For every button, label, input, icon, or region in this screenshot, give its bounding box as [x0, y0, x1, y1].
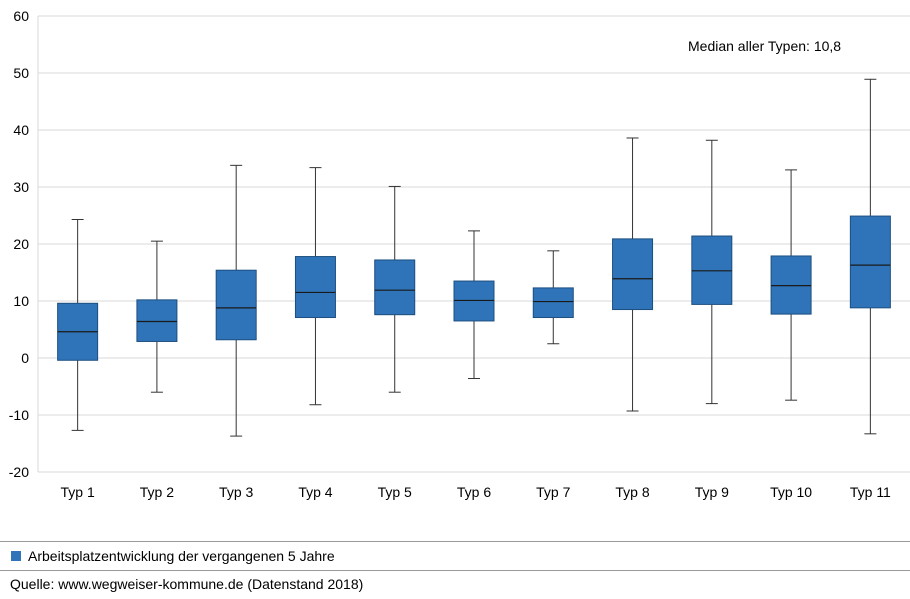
x-tick-label: Typ 6	[457, 484, 491, 500]
x-tick-label: Typ 1	[61, 484, 95, 500]
iqr-box	[136, 299, 178, 342]
box-series	[57, 78, 891, 437]
y-tick-label: -10	[9, 407, 29, 423]
box-10	[770, 169, 812, 401]
y-axis-ticks: -20 -10 0 10 20 30 40 50 60	[9, 8, 29, 480]
legend-label: Arbeitsplatzentwicklung der vergangenen …	[28, 548, 335, 564]
iqr-box	[294, 256, 336, 319]
box-6	[453, 230, 495, 380]
box-11	[849, 78, 891, 435]
box-4	[294, 167, 336, 406]
legend-swatch	[11, 551, 21, 561]
x-axis-ticks: Typ 1 Typ 2 Typ 3 Typ 4 Typ 5 Typ 6 Typ 7 Typ 8…	[61, 484, 892, 500]
iqr-box	[215, 269, 257, 341]
median-annotation: Median aller Typen: 10,8	[688, 38, 841, 54]
box-2	[136, 240, 178, 393]
x-tick-label: Typ 11	[850, 484, 891, 500]
legend: Arbeitsplatzentwicklung der vergangenen …	[0, 541, 910, 571]
y-tick-label: 40	[13, 122, 29, 138]
box-1	[57, 218, 99, 431]
box-7	[532, 250, 574, 345]
source-note: Quelle: www.wegweiser-kommune.de (Datens…	[10, 576, 364, 592]
y-tick-label: 0	[21, 350, 29, 366]
x-tick-label: Typ 5	[378, 484, 412, 500]
x-tick-label: Typ 2	[140, 484, 174, 500]
box-9	[691, 139, 733, 405]
box-3	[215, 164, 257, 437]
iqr-box	[532, 287, 574, 319]
iqr-box	[612, 238, 654, 311]
box-5	[374, 185, 416, 393]
iqr-box	[374, 259, 416, 316]
x-tick-label: Typ 7	[536, 484, 570, 500]
y-tick-label: 50	[13, 65, 29, 81]
y-tick-label: -20	[9, 464, 29, 480]
x-tick-label: Typ 8	[615, 484, 649, 500]
x-tick-label: Typ 3	[219, 484, 253, 500]
y-tick-label: 10	[13, 293, 29, 309]
boxplot-chart: -20 -10 0 10 20 30 40 50 60 Typ 1 Typ 2 Typ 3 Typ 4…	[9, 8, 910, 500]
y-tick-label: 20	[13, 236, 29, 252]
y-tick-label: 30	[13, 179, 29, 195]
box-8	[612, 137, 654, 412]
x-tick-label: Typ 9	[695, 484, 729, 500]
y-tick-label: 60	[13, 8, 29, 24]
x-tick-label: Typ 4	[298, 484, 332, 500]
x-tick-label: Typ 10	[770, 484, 812, 500]
iqr-box	[849, 215, 891, 309]
